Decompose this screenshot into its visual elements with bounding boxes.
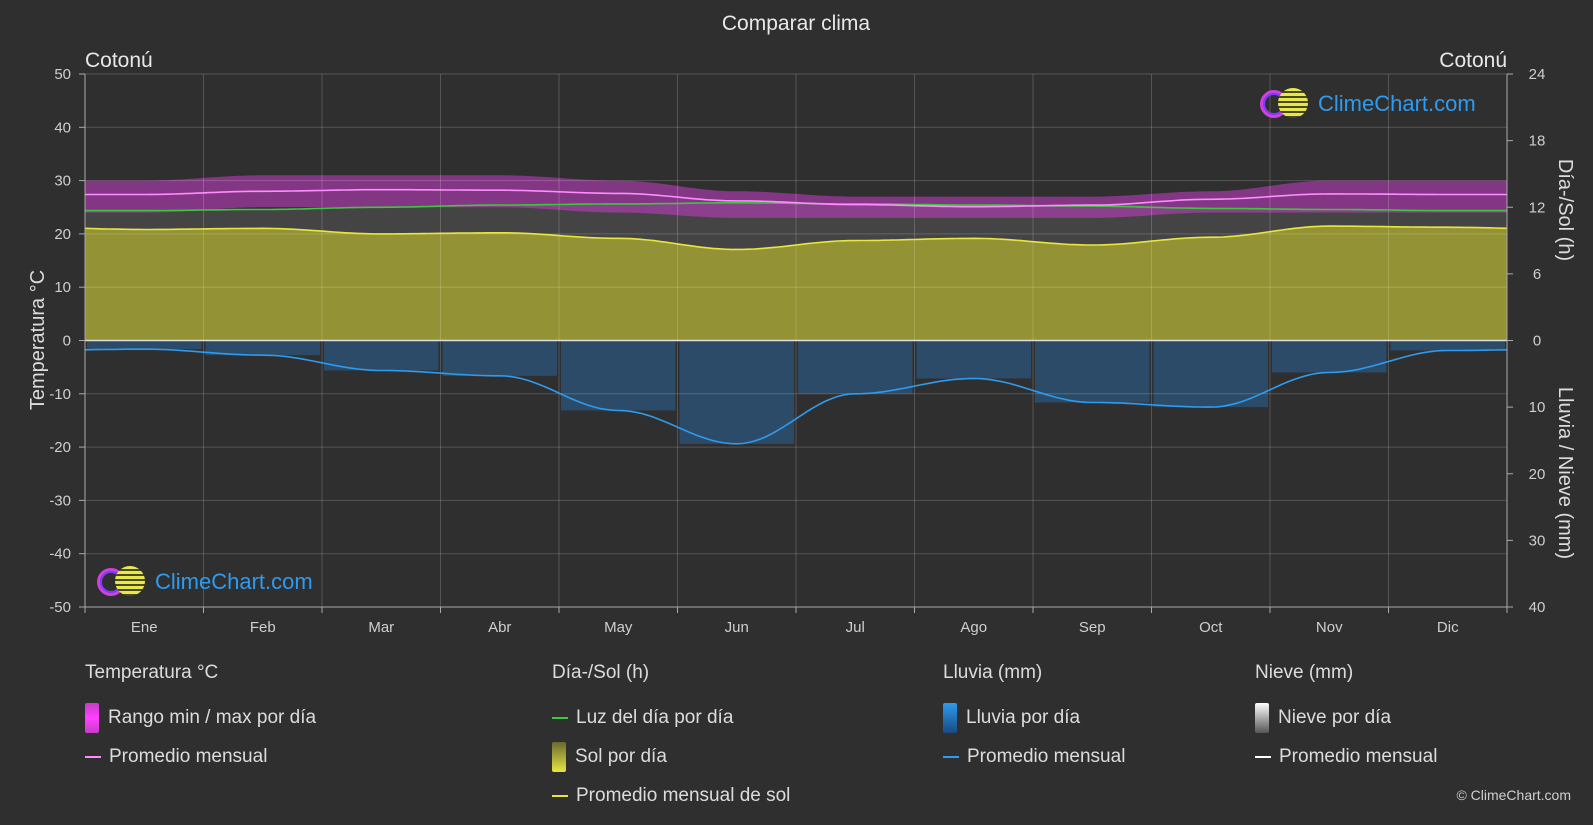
y-tick-label-right-sun: 18 (1529, 133, 1546, 150)
y-tick-label-right-sun: 24 (1529, 66, 1546, 83)
legend-snow-title: Nieve (mm) (1255, 662, 1354, 683)
rain-bar (1390, 340, 1505, 351)
x-tick-label: Dic (1437, 619, 1459, 636)
rain-avg-line (84, 348, 1508, 445)
legend-item: Nieve por día (1255, 698, 1437, 737)
rain-bar (561, 340, 676, 411)
legend-rain: Lluvia (mm) Lluvia por día Promedio mens… (943, 662, 1125, 776)
y-tick-label-right-rain: 30 (1529, 532, 1546, 549)
logo-top: ClimeChart.com (1258, 88, 1476, 120)
x-tick-label: Nov (1316, 619, 1343, 636)
y-tick-label-right-sun: 0 (1533, 333, 1541, 350)
legend-item: Rango min / max por día (85, 698, 316, 737)
rain-bar (1035, 340, 1150, 403)
legend-item: Luz del día por día (552, 698, 790, 737)
y-tick-label-right-sun: 6 (1533, 266, 1541, 283)
x-tick-label: Ago (960, 619, 987, 636)
rain-bar (324, 340, 439, 371)
temp-avg-line (85, 188, 1507, 208)
legend-item: Promedio mensual (1255, 737, 1437, 776)
y-axis-label-left: Temperatura °C (27, 270, 49, 410)
legend-label: Promedio mensual (1279, 745, 1438, 767)
legend-rain-title: Lluvia (mm) (943, 662, 1043, 683)
legend-sun: Día-/Sol (h) Luz del día por día Sol por… (552, 662, 790, 815)
sun-swatch (552, 741, 566, 772)
x-tick-label: Abr (488, 619, 511, 636)
x-tick-label: Feb (250, 619, 276, 636)
x-tick-label: Ene (131, 619, 158, 636)
rain-bar (1153, 340, 1268, 408)
rain-bar (87, 340, 202, 350)
climechart-logo-icon (1258, 88, 1314, 120)
temp-range-swatch (85, 702, 99, 733)
rain-bar (442, 340, 557, 376)
y-axis-label-right-top: Día-/Sol (h) (1554, 159, 1576, 261)
sunshine-area (85, 226, 1507, 341)
temp-avg-swatch (85, 755, 101, 758)
y-tick-label-right-rain: 40 (1529, 599, 1546, 616)
legend-snow: Nieve (mm) Nieve por día Promedio mensua… (1255, 662, 1437, 776)
legend-label: Promedio mensual (109, 745, 268, 767)
legend-item: Promedio mensual (85, 737, 316, 776)
sun-avg-line (84, 225, 1508, 251)
rain-bar (1272, 340, 1387, 373)
climechart-logo-icon (95, 566, 151, 598)
rain-bar (798, 340, 913, 394)
logo-text: ClimeChart.com (1318, 91, 1476, 116)
x-tick-label: Mar (368, 619, 394, 636)
x-tick-label: Jun (725, 619, 749, 636)
y-tick-label-left: -50 (49, 599, 71, 616)
y-tick-label-left: 20 (54, 226, 71, 243)
legend-sun-title: Día-/Sol (h) (552, 662, 650, 683)
y-tick-label-left: -40 (49, 546, 71, 563)
rain-bar (916, 340, 1031, 379)
y-tick-label-left: 0 (63, 333, 71, 350)
y-tick-label-right-rain: 10 (1529, 399, 1546, 416)
legend-label: Sol por día (575, 745, 667, 767)
y-tick-label-left: 40 (54, 119, 71, 136)
y-tick-label-left: -20 (49, 439, 71, 456)
legend-item: Lluvia por día (943, 698, 1125, 737)
y-axis-label-right-bottom: Lluvia / Nieve (mm) (1554, 387, 1576, 559)
snow-avg-swatch (1255, 755, 1271, 758)
x-tick-label: May (604, 619, 633, 636)
y-tick-label-left: 10 (54, 279, 71, 296)
legend-item: Promedio mensual (943, 737, 1125, 776)
daylight-swatch (552, 716, 568, 719)
snow-swatch (1255, 702, 1269, 733)
legend-temperature-title: Temperatura °C (85, 662, 219, 683)
y-tick-label-left: 50 (54, 66, 71, 83)
y-tick-label-right-sun: 12 (1529, 199, 1546, 216)
location-right: Cotonú (1439, 49, 1507, 72)
logo-bottom: ClimeChart.com (95, 566, 313, 598)
x-tick-label: Oct (1199, 619, 1223, 636)
x-tick-label: Jul (846, 619, 865, 636)
legend-item: Promedio mensual de sol (552, 776, 790, 815)
y-tick-label-left: -10 (49, 386, 71, 403)
rain-bar (679, 340, 794, 444)
legend-label: Promedio mensual (967, 745, 1126, 767)
legend-label: Lluvia por día (966, 706, 1081, 728)
chart-title: Comparar clima (722, 12, 871, 35)
y-tick-label-right-rain: 20 (1529, 466, 1546, 483)
logo-text: ClimeChart.com (155, 569, 313, 594)
rain-bar (205, 340, 320, 356)
legend-label: Promedio mensual de sol (576, 784, 791, 806)
rain-avg-swatch (943, 755, 959, 758)
legend-label: Nieve por día (1278, 706, 1392, 728)
y-tick-label-left: 30 (54, 173, 71, 190)
rain-swatch (943, 702, 957, 733)
x-tick-label: Sep (1079, 619, 1106, 636)
legend-temperature: Temperatura °C Rango min / max por día P… (85, 662, 316, 776)
plot-area: 50 40 30 20 10 0 -10 -20 -30 -40 -50 24 18 12 6 0 10 20 30… (49, 66, 1545, 636)
location-left: Cotonú (85, 49, 153, 72)
legend-item: Sol por día (552, 737, 790, 776)
legend-label: Rango min / max por día (108, 706, 317, 728)
sun-avg-swatch (552, 794, 568, 797)
legend-label: Luz del día por día (576, 706, 734, 728)
y-tick-label-left: -30 (49, 492, 71, 509)
copyright: © ClimeChart.com (1456, 787, 1571, 803)
